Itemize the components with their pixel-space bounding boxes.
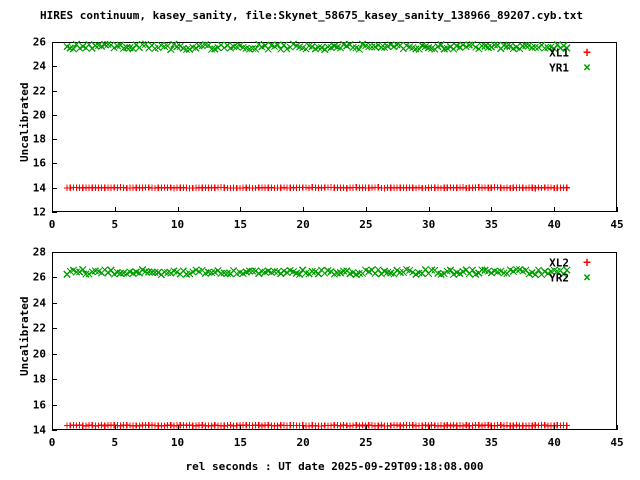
y-tick-label: 18	[32, 132, 46, 146]
x-tick-label: 30	[422, 436, 436, 449]
x-tick-mark	[303, 207, 304, 212]
y-tick-label: 14	[32, 423, 46, 437]
y-tick-label: 20	[32, 108, 46, 122]
x-tick-mark	[303, 425, 304, 430]
y-tick-label: 16	[32, 398, 46, 412]
legend-label-yr2: YR2	[549, 271, 569, 285]
x-tick-label: 20	[296, 436, 310, 449]
legend-marker-yr1-icon: ×	[583, 60, 591, 76]
x-tick-label: 0	[48, 436, 56, 449]
y-tick-label: 14	[32, 181, 46, 195]
x-tick-label: 40	[547, 436, 561, 449]
x-tick-mark	[429, 425, 430, 430]
y-tick-mark	[52, 42, 57, 43]
legend-marker-yr2-icon: ×	[583, 270, 591, 286]
x-tick-label: 10	[170, 436, 185, 449]
y-tick-mark	[52, 212, 57, 213]
x-tick-label: 45	[610, 218, 624, 231]
x-tick-mark	[240, 425, 241, 430]
x-tick-mark	[52, 425, 53, 430]
x-tick-label: 45	[610, 436, 624, 449]
legend-marker-xl1-icon: +	[583, 45, 591, 61]
y-tick-label: 22	[32, 321, 46, 335]
plot-frame-bottom	[52, 252, 617, 430]
legend-label-xl2: XL2	[549, 256, 569, 270]
y-tick-mark	[52, 405, 57, 406]
y-tick-label: 12	[32, 205, 46, 219]
x-tick-mark	[178, 425, 179, 430]
x-tick-label: 0	[48, 218, 56, 231]
y-axis-label-bottom: Uncalibrated	[18, 296, 31, 376]
y-tick-label: 22	[32, 84, 46, 98]
y-tick-label: 24	[32, 296, 46, 310]
legend-label-yr1: YR1	[549, 61, 569, 75]
x-tick-mark	[554, 207, 555, 212]
y-tick-label: 24	[32, 59, 46, 73]
y-tick-mark	[52, 430, 57, 431]
x-tick-label: 5	[111, 436, 119, 449]
x-tick-mark	[240, 207, 241, 212]
x-tick-mark	[554, 425, 555, 430]
x-tick-mark	[617, 425, 618, 430]
legend-marker-xl2-icon: +	[583, 255, 591, 271]
y-tick-mark	[52, 163, 57, 164]
x-tick-mark	[617, 207, 618, 212]
x-tick-mark	[491, 425, 492, 430]
y-tick-label: 26	[32, 35, 46, 49]
y-tick-mark	[52, 328, 57, 329]
y-tick-mark	[52, 66, 57, 67]
x-tick-mark	[115, 207, 116, 212]
x-tick-label: 20	[296, 218, 310, 231]
y-tick-label: 18	[32, 372, 46, 386]
x-tick-label: 15	[233, 218, 247, 231]
y-tick-mark	[52, 115, 57, 116]
legend-label-xl1: XL1	[549, 46, 569, 60]
y-tick-mark	[52, 139, 57, 140]
y-tick-mark	[52, 91, 57, 92]
y-tick-label: 26	[32, 270, 46, 284]
y-tick-label: 16	[32, 156, 46, 170]
x-tick-label: 25	[359, 218, 373, 231]
x-tick-mark	[52, 207, 53, 212]
y-tick-mark	[52, 188, 57, 189]
y-tick-mark	[52, 354, 57, 355]
x-tick-mark	[366, 425, 367, 430]
y-axis-label-top: Uncalibrated	[18, 82, 31, 162]
x-tick-label: 10	[170, 218, 185, 231]
y-tick-mark	[52, 277, 57, 278]
x-tick-mark	[429, 207, 430, 212]
x-tick-label: 25	[359, 436, 373, 449]
x-tick-mark	[115, 425, 116, 430]
x-tick-label: 30	[422, 218, 436, 231]
plot-frame-top	[52, 42, 617, 212]
x-tick-mark	[178, 207, 179, 212]
x-tick-mark	[366, 207, 367, 212]
y-tick-label: 28	[32, 245, 46, 259]
x-tick-label: 5	[111, 218, 119, 231]
x-tick-label: 35	[484, 218, 499, 231]
x-tick-label: 35	[484, 436, 499, 449]
x-tick-mark	[491, 207, 492, 212]
y-tick-mark	[52, 252, 57, 253]
x-tick-label: 15	[233, 436, 247, 449]
y-tick-mark	[52, 379, 57, 380]
y-tick-label: 20	[32, 347, 46, 361]
y-tick-mark	[52, 303, 57, 304]
page-title: HIRES continuum, kasey_sanity, file:Skyn…	[40, 9, 584, 22]
x-axis-label: rel seconds : UT date 2025-09-29T09:18:0…	[185, 460, 484, 473]
x-tick-label: 40	[547, 218, 561, 231]
